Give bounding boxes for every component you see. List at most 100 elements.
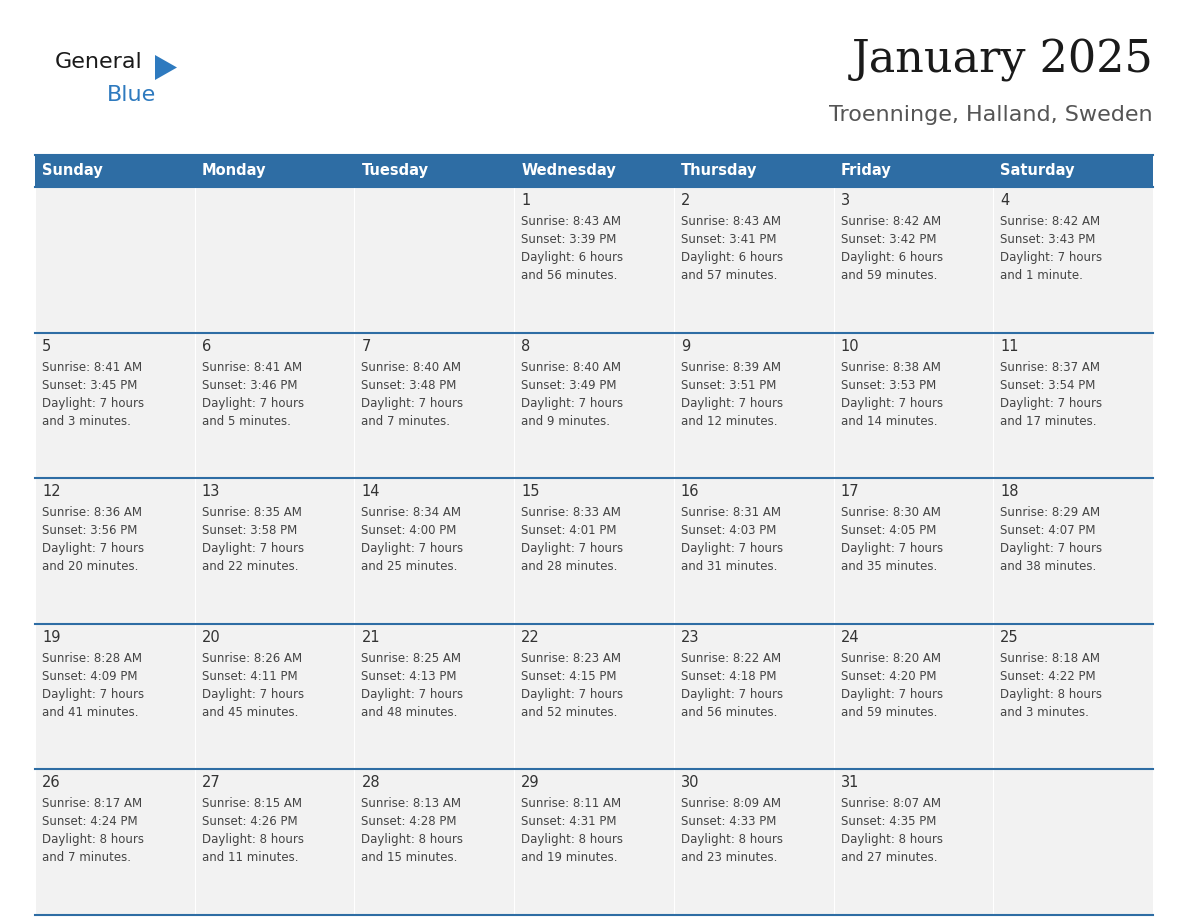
Text: and 52 minutes.: and 52 minutes. [522,706,618,719]
Text: Sunrise: 8:41 AM: Sunrise: 8:41 AM [202,361,302,374]
Bar [674,624,834,769]
Text: Daylight: 8 hours: Daylight: 8 hours [361,834,463,846]
Bar [834,155,993,187]
Text: and 35 minutes.: and 35 minutes. [841,560,937,573]
Bar [34,187,195,332]
Text: and 45 minutes.: and 45 minutes. [202,706,298,719]
Text: Sunset: 4:15 PM: Sunset: 4:15 PM [522,670,617,683]
Text: Daylight: 7 hours: Daylight: 7 hours [1000,251,1102,264]
Text: 29: 29 [522,776,539,790]
Bar [834,187,993,332]
Text: 14: 14 [361,484,380,499]
Text: Daylight: 7 hours: Daylight: 7 hours [841,543,943,555]
Bar [514,769,674,915]
Text: Sunrise: 8:43 AM: Sunrise: 8:43 AM [522,215,621,228]
Text: and 15 minutes.: and 15 minutes. [361,851,457,865]
Bar [993,624,1154,769]
Text: and 11 minutes.: and 11 minutes. [202,851,298,865]
Bar [834,478,993,624]
Text: Sunset: 4:09 PM: Sunset: 4:09 PM [42,670,138,683]
Text: Sunset: 3:56 PM: Sunset: 3:56 PM [42,524,138,537]
Text: 31: 31 [841,776,859,790]
Bar [674,187,834,332]
Bar [195,478,354,624]
Bar [674,478,834,624]
Text: Daylight: 8 hours: Daylight: 8 hours [1000,688,1102,700]
Text: and 5 minutes.: and 5 minutes. [202,415,291,428]
Text: Sunrise: 8:07 AM: Sunrise: 8:07 AM [841,798,941,811]
Polygon shape [154,55,177,80]
Bar [993,187,1154,332]
Bar [34,478,195,624]
Text: Sunset: 3:43 PM: Sunset: 3:43 PM [1000,233,1095,246]
Text: Sunrise: 8:40 AM: Sunrise: 8:40 AM [361,361,461,374]
Text: Sunset: 4:28 PM: Sunset: 4:28 PM [361,815,457,828]
Text: Sunrise: 8:37 AM: Sunrise: 8:37 AM [1000,361,1100,374]
Text: Daylight: 6 hours: Daylight: 6 hours [681,251,783,264]
Text: Sunset: 3:39 PM: Sunset: 3:39 PM [522,233,617,246]
Text: Daylight: 7 hours: Daylight: 7 hours [841,688,943,700]
Text: 25: 25 [1000,630,1019,644]
Text: and 31 minutes.: and 31 minutes. [681,560,777,573]
Text: Sunrise: 8:38 AM: Sunrise: 8:38 AM [841,361,941,374]
Text: Daylight: 6 hours: Daylight: 6 hours [522,251,624,264]
Text: Daylight: 7 hours: Daylight: 7 hours [522,688,624,700]
Text: Sunset: 3:45 PM: Sunset: 3:45 PM [42,378,138,392]
Text: Tuesday: Tuesday [361,163,429,178]
Text: Sunrise: 8:33 AM: Sunrise: 8:33 AM [522,506,621,520]
Bar [195,769,354,915]
Text: 22: 22 [522,630,539,644]
Bar [354,187,514,332]
Text: Daylight: 7 hours: Daylight: 7 hours [1000,543,1102,555]
Text: Monday: Monday [202,163,266,178]
Text: and 59 minutes.: and 59 minutes. [841,269,937,282]
Text: Sunset: 4:01 PM: Sunset: 4:01 PM [522,524,617,537]
Text: Daylight: 7 hours: Daylight: 7 hours [681,543,783,555]
Text: Daylight: 7 hours: Daylight: 7 hours [42,543,144,555]
Text: 26: 26 [42,776,61,790]
Bar [514,155,674,187]
Bar [674,332,834,478]
Text: Sunset: 4:22 PM: Sunset: 4:22 PM [1000,670,1095,683]
Text: Sunset: 4:26 PM: Sunset: 4:26 PM [202,815,297,828]
Text: 7: 7 [361,339,371,353]
Bar [34,624,195,769]
Text: Sunset: 3:53 PM: Sunset: 3:53 PM [841,378,936,392]
Text: Sunset: 4:03 PM: Sunset: 4:03 PM [681,524,776,537]
Bar [354,332,514,478]
Text: and 38 minutes.: and 38 minutes. [1000,560,1097,573]
Bar [195,332,354,478]
Text: 9: 9 [681,339,690,353]
Text: 5: 5 [42,339,51,353]
Text: and 59 minutes.: and 59 minutes. [841,706,937,719]
Text: Daylight: 7 hours: Daylight: 7 hours [681,688,783,700]
Text: Daylight: 7 hours: Daylight: 7 hours [1000,397,1102,409]
Bar [354,478,514,624]
Text: Sunrise: 8:11 AM: Sunrise: 8:11 AM [522,798,621,811]
Text: Sunrise: 8:29 AM: Sunrise: 8:29 AM [1000,506,1100,520]
Text: and 28 minutes.: and 28 minutes. [522,560,618,573]
Text: 10: 10 [841,339,859,353]
Text: Sunrise: 8:42 AM: Sunrise: 8:42 AM [1000,215,1100,228]
Text: 6: 6 [202,339,211,353]
Text: Daylight: 7 hours: Daylight: 7 hours [202,543,304,555]
Text: Sunrise: 8:41 AM: Sunrise: 8:41 AM [42,361,143,374]
Text: Sunset: 4:05 PM: Sunset: 4:05 PM [841,524,936,537]
Text: Troenninge, Halland, Sweden: Troenninge, Halland, Sweden [829,105,1154,125]
Text: January 2025: January 2025 [852,39,1154,82]
Text: Daylight: 7 hours: Daylight: 7 hours [681,397,783,409]
Text: and 27 minutes.: and 27 minutes. [841,851,937,865]
Text: 23: 23 [681,630,700,644]
Text: General: General [55,52,143,72]
Text: Daylight: 7 hours: Daylight: 7 hours [361,688,463,700]
Text: Sunday: Sunday [42,163,102,178]
Text: Sunset: 3:49 PM: Sunset: 3:49 PM [522,378,617,392]
Text: Daylight: 6 hours: Daylight: 6 hours [841,251,943,264]
Text: Sunset: 3:48 PM: Sunset: 3:48 PM [361,378,457,392]
Text: Sunset: 3:42 PM: Sunset: 3:42 PM [841,233,936,246]
Text: Friday: Friday [841,163,891,178]
Text: 3: 3 [841,193,849,208]
Text: Daylight: 8 hours: Daylight: 8 hours [42,834,144,846]
Bar [514,187,674,332]
Text: and 56 minutes.: and 56 minutes. [522,269,618,282]
